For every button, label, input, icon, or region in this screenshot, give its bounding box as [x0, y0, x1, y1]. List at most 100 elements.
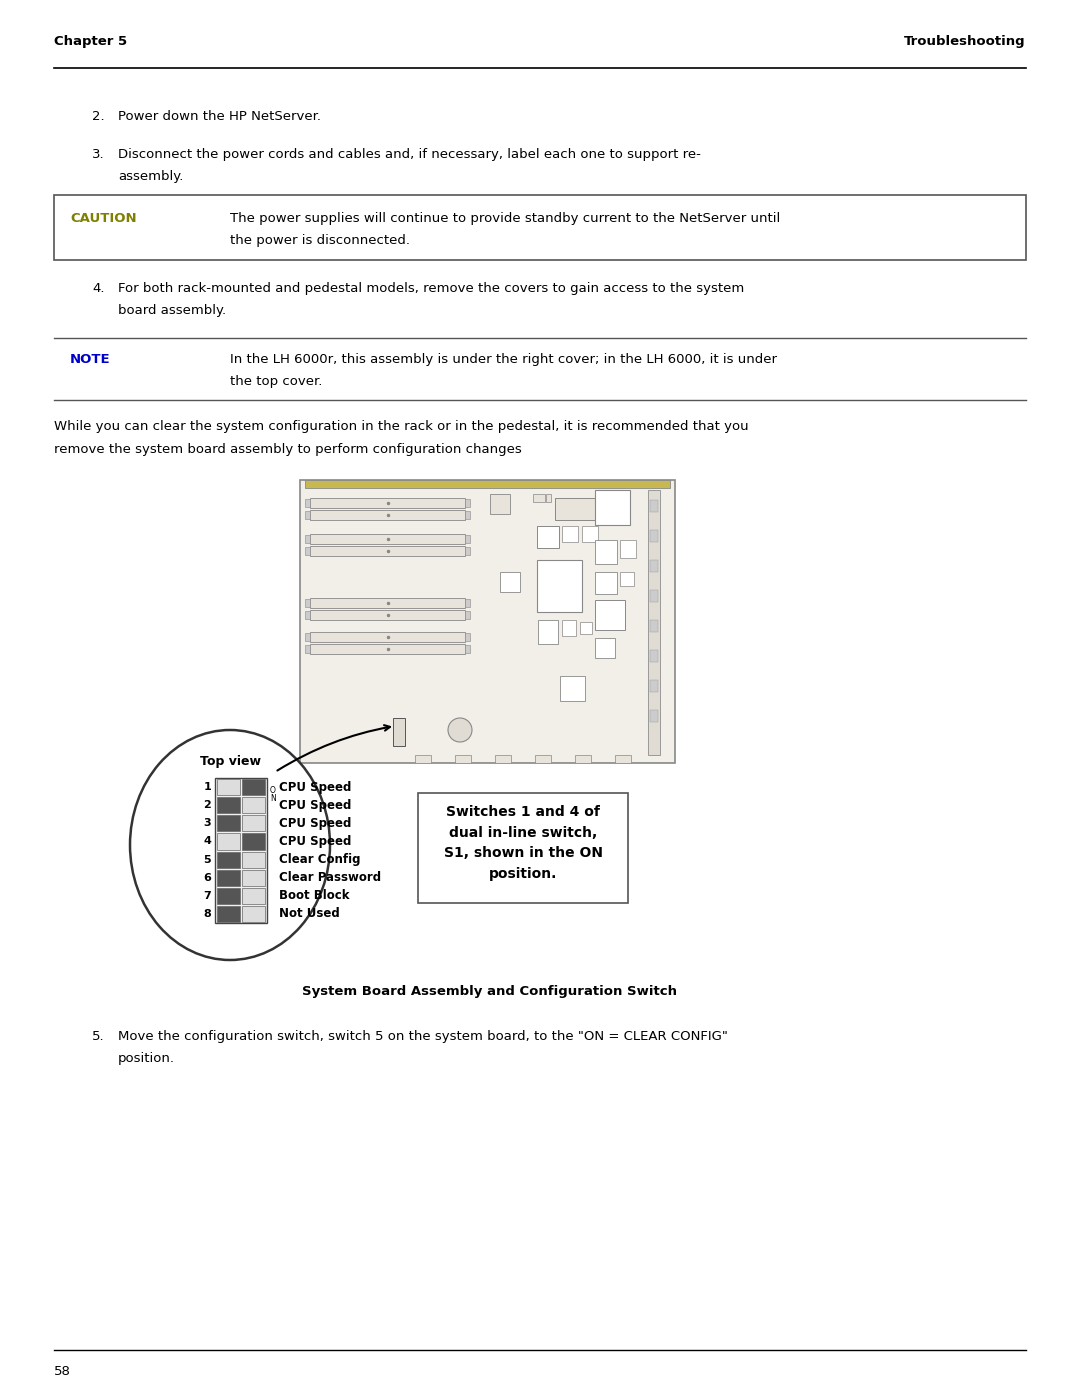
- FancyBboxPatch shape: [538, 620, 558, 644]
- FancyBboxPatch shape: [465, 645, 470, 652]
- Text: O: O: [270, 787, 275, 795]
- FancyBboxPatch shape: [310, 534, 465, 543]
- Text: Clear Password: Clear Password: [279, 872, 381, 884]
- Ellipse shape: [130, 731, 330, 960]
- FancyBboxPatch shape: [415, 754, 431, 763]
- Text: CPU Speed: CPU Speed: [279, 799, 351, 812]
- FancyBboxPatch shape: [595, 541, 617, 564]
- Text: Troubleshooting: Troubleshooting: [904, 35, 1026, 47]
- FancyBboxPatch shape: [217, 798, 240, 813]
- FancyBboxPatch shape: [537, 560, 582, 612]
- FancyBboxPatch shape: [305, 511, 310, 520]
- FancyBboxPatch shape: [242, 834, 265, 849]
- FancyBboxPatch shape: [615, 497, 626, 520]
- FancyBboxPatch shape: [305, 535, 310, 543]
- Text: the top cover.: the top cover.: [230, 374, 322, 388]
- FancyBboxPatch shape: [500, 571, 519, 592]
- FancyBboxPatch shape: [615, 754, 631, 763]
- Text: Chapter 5: Chapter 5: [54, 35, 127, 47]
- FancyBboxPatch shape: [305, 645, 310, 652]
- Text: 2: 2: [203, 800, 211, 810]
- FancyBboxPatch shape: [546, 495, 551, 502]
- FancyBboxPatch shape: [575, 754, 591, 763]
- FancyBboxPatch shape: [650, 590, 658, 602]
- FancyBboxPatch shape: [465, 599, 470, 608]
- Text: 2.: 2.: [92, 110, 105, 123]
- FancyBboxPatch shape: [650, 620, 658, 631]
- Text: CPU Speed: CPU Speed: [279, 781, 351, 793]
- FancyBboxPatch shape: [217, 852, 240, 868]
- FancyBboxPatch shape: [305, 548, 310, 555]
- Text: Switches 1 and 4 of
dual in-line switch,
S1, shown in the ON
position.: Switches 1 and 4 of dual in-line switch,…: [444, 805, 603, 880]
- FancyBboxPatch shape: [465, 535, 470, 543]
- Text: For both rack-mounted and pedestal models, remove the covers to gain access to t: For both rack-mounted and pedestal model…: [118, 282, 744, 295]
- Text: Move the configuration switch, switch 5 on the system board, to the "ON = CLEAR : Move the configuration switch, switch 5 …: [118, 1030, 728, 1044]
- FancyBboxPatch shape: [535, 754, 551, 763]
- FancyBboxPatch shape: [595, 638, 615, 658]
- FancyBboxPatch shape: [217, 816, 240, 831]
- Text: 4.: 4.: [92, 282, 105, 295]
- Text: CAUTION: CAUTION: [70, 212, 137, 225]
- Text: Boot Block: Boot Block: [279, 890, 350, 902]
- Text: the power is disconnected.: the power is disconnected.: [230, 235, 410, 247]
- Text: System Board Assembly and Configuration Switch: System Board Assembly and Configuration …: [302, 985, 677, 997]
- Text: The power supplies will continue to provide standby current to the NetServer unt: The power supplies will continue to prov…: [230, 212, 780, 225]
- FancyBboxPatch shape: [310, 497, 465, 509]
- Text: remove the system board assembly to perform configuration changes: remove the system board assembly to perf…: [54, 443, 522, 455]
- Text: 3.: 3.: [92, 148, 105, 161]
- FancyBboxPatch shape: [534, 495, 545, 502]
- FancyBboxPatch shape: [490, 495, 510, 514]
- FancyBboxPatch shape: [465, 610, 470, 619]
- Text: Disconnect the power cords and cables and, if necessary, label each one to suppo: Disconnect the power cords and cables an…: [118, 148, 701, 161]
- FancyBboxPatch shape: [393, 718, 405, 746]
- FancyBboxPatch shape: [562, 620, 576, 636]
- FancyBboxPatch shape: [650, 560, 658, 571]
- Text: 5.: 5.: [92, 1030, 105, 1044]
- Text: assembly.: assembly.: [118, 170, 184, 183]
- FancyBboxPatch shape: [305, 481, 670, 488]
- FancyBboxPatch shape: [217, 887, 240, 904]
- Text: board assembly.: board assembly.: [118, 305, 226, 317]
- FancyBboxPatch shape: [310, 631, 465, 643]
- FancyBboxPatch shape: [310, 598, 465, 608]
- FancyBboxPatch shape: [582, 527, 598, 542]
- FancyBboxPatch shape: [648, 490, 660, 754]
- FancyBboxPatch shape: [418, 793, 627, 902]
- FancyBboxPatch shape: [242, 798, 265, 813]
- FancyBboxPatch shape: [562, 527, 578, 542]
- FancyBboxPatch shape: [305, 599, 310, 608]
- Text: Clear Config: Clear Config: [279, 854, 361, 866]
- FancyBboxPatch shape: [242, 816, 265, 831]
- Text: 1: 1: [203, 782, 211, 792]
- FancyBboxPatch shape: [242, 780, 265, 795]
- Text: 8: 8: [203, 909, 211, 919]
- Text: CPU Speed: CPU Speed: [279, 817, 351, 830]
- Text: 5: 5: [203, 855, 211, 865]
- FancyBboxPatch shape: [595, 599, 625, 630]
- FancyBboxPatch shape: [595, 490, 630, 525]
- FancyBboxPatch shape: [217, 905, 240, 922]
- FancyBboxPatch shape: [465, 633, 470, 641]
- FancyBboxPatch shape: [242, 905, 265, 922]
- FancyBboxPatch shape: [310, 546, 465, 556]
- FancyBboxPatch shape: [217, 834, 240, 849]
- FancyBboxPatch shape: [242, 852, 265, 868]
- Text: 58: 58: [54, 1365, 71, 1377]
- FancyBboxPatch shape: [300, 481, 675, 763]
- FancyBboxPatch shape: [242, 869, 265, 886]
- FancyBboxPatch shape: [650, 529, 658, 542]
- FancyBboxPatch shape: [305, 633, 310, 641]
- Text: While you can clear the system configuration in the rack or in the pedestal, it : While you can clear the system configura…: [54, 420, 748, 433]
- FancyBboxPatch shape: [595, 571, 617, 594]
- FancyBboxPatch shape: [650, 710, 658, 722]
- Circle shape: [448, 718, 472, 742]
- FancyBboxPatch shape: [650, 500, 658, 511]
- Text: NOTE: NOTE: [70, 353, 110, 366]
- FancyBboxPatch shape: [310, 510, 465, 520]
- FancyBboxPatch shape: [650, 680, 658, 692]
- Text: Top view: Top view: [200, 754, 260, 768]
- Text: 6: 6: [203, 873, 211, 883]
- FancyBboxPatch shape: [305, 610, 310, 619]
- FancyBboxPatch shape: [465, 548, 470, 555]
- FancyBboxPatch shape: [215, 778, 267, 923]
